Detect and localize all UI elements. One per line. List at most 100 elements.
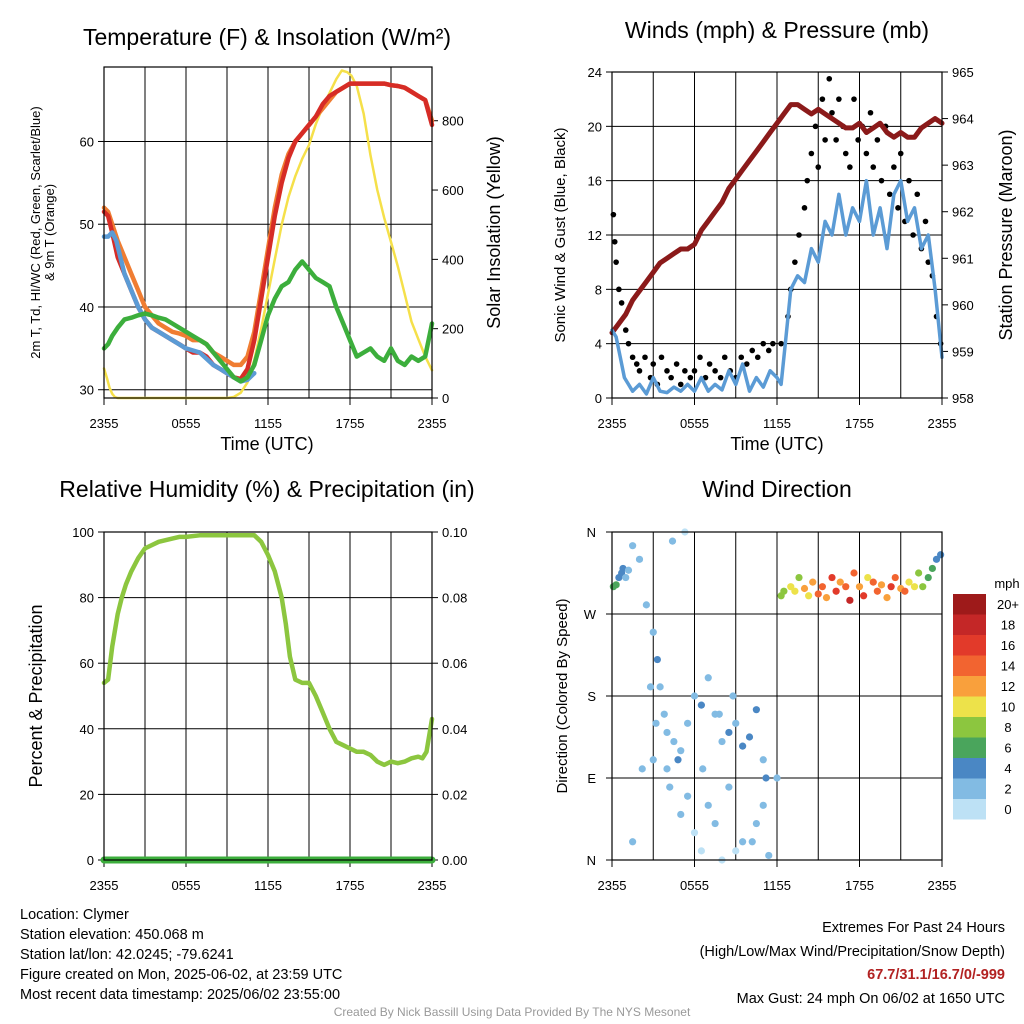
direction-point	[828, 573, 836, 582]
direction-point	[773, 774, 781, 782]
direction-point	[649, 756, 657, 764]
gust-point	[867, 109, 874, 116]
y-tick-label: 16	[588, 174, 602, 189]
y-axis-label: Direction (Colored By Speed)	[554, 598, 571, 793]
x-tick-label: 1755	[336, 416, 365, 431]
y2-tick-label: 0.04	[442, 722, 467, 737]
x-axis-label: Time (UTC)	[730, 434, 823, 454]
y-tick-label: 50	[80, 217, 94, 232]
direction-point	[690, 692, 699, 700]
y-tick-label: 24	[588, 65, 602, 80]
station-info: Location: Clymer Station elevation: 450.…	[20, 905, 342, 1005]
legend-label: 6	[1004, 741, 1011, 756]
direction-point	[887, 583, 895, 591]
direction-point	[883, 594, 891, 602]
direction-point	[846, 596, 854, 604]
direction-point	[663, 728, 671, 737]
y2-tick-label: 0.00	[442, 853, 467, 868]
gust-point	[910, 232, 916, 238]
direction-point	[832, 587, 840, 595]
direction-point	[842, 583, 850, 591]
y2-tick-label: 0.08	[442, 591, 467, 606]
x-tick-label: 1155	[254, 416, 282, 431]
x-tick-label: 1755	[336, 878, 365, 893]
y-axis-label: 2m T, Td, HI/WC (Red, Green, Scarlet/Blu…	[28, 106, 43, 358]
legend-swatch	[953, 799, 986, 820]
direction-point	[725, 783, 733, 791]
x-axis-label: Time (UTC)	[220, 434, 313, 454]
gust-point	[778, 340, 784, 347]
x-tick-label: 2355	[598, 878, 627, 893]
x-tick-label: 0555	[172, 878, 201, 893]
gust-point	[658, 354, 665, 361]
direction-point	[818, 583, 826, 591]
gust-point	[801, 205, 808, 211]
gust-point	[712, 368, 718, 374]
direction-point	[666, 783, 674, 791]
gust-point	[812, 123, 819, 130]
gust-point	[847, 164, 853, 170]
gust-point	[629, 354, 636, 361]
direction-point	[660, 710, 668, 718]
x-tick-label: 2355	[928, 416, 957, 431]
gust-point	[833, 137, 839, 143]
direction-point	[905, 578, 913, 586]
gust-point	[636, 368, 643, 374]
speed-legend: mph 20+ 18 16 14 12 10 8 6 4 2 0	[953, 576, 1020, 820]
direction-point	[656, 683, 664, 691]
y2-axis-label: Station Pressure (Maroon)	[996, 129, 1016, 340]
direction-point	[800, 584, 809, 593]
direction-point	[752, 706, 760, 714]
x-tick-label: 0555	[680, 416, 709, 431]
gust-point	[613, 259, 619, 265]
gust-point	[842, 150, 849, 157]
y-axis-label: Percent & Precipitation	[26, 604, 46, 787]
y-tick-label: 4	[595, 337, 602, 352]
direction-point	[622, 573, 630, 582]
legend-label: 20+	[997, 597, 1019, 612]
credit-text: Created By Nick Bassill Using Data Provi…	[333, 1005, 691, 1019]
y2-tick-label: 0	[442, 391, 449, 406]
y-tick-label: E	[587, 771, 596, 786]
gust-point	[682, 368, 688, 374]
gust-point	[611, 238, 618, 245]
direction-point	[805, 592, 813, 600]
y-tick-label: 60	[80, 134, 94, 149]
legend-label: 4	[1004, 761, 1011, 776]
gust-point	[738, 354, 745, 361]
y2-tick-label: 400	[442, 252, 464, 267]
x-tick-label: 2355	[418, 878, 447, 893]
gust-point	[760, 340, 767, 347]
legend-label: 12	[1001, 679, 1015, 694]
y-axis-label: Sonic Wind & Gust (Blue, Black)	[552, 127, 569, 342]
x-tick-label: 1755	[845, 416, 874, 431]
gust-point	[618, 300, 625, 306]
gust-point	[815, 164, 822, 170]
y-tick-label: N	[587, 853, 596, 868]
legend-swatch	[953, 635, 986, 656]
x-tick-label: 0555	[680, 878, 709, 893]
direction-point	[668, 537, 677, 545]
direction-point	[809, 578, 817, 586]
gust-point	[855, 137, 861, 143]
direction-point	[699, 765, 707, 773]
y2-axis-label: Solar Insolation (Yellow)	[484, 136, 504, 328]
direction-point	[697, 847, 705, 855]
max-gust-text: Max Gust: 24 mph On 06/02 at 1650 UTC	[736, 990, 1005, 1007]
x-tick-label: 2355	[90, 878, 119, 893]
y-tick-label: 20	[588, 119, 602, 134]
y2-tick-label: 961	[952, 251, 974, 266]
direction-point	[780, 587, 788, 595]
direction-point	[677, 810, 685, 819]
gust-point	[616, 286, 622, 293]
direction-point	[684, 792, 692, 800]
legend-swatch	[953, 676, 986, 697]
y-tick-label: 100	[72, 525, 94, 540]
direction-point	[638, 765, 646, 773]
direction-point	[642, 601, 650, 609]
chart-dir: 2355 0555 1155 1755 2355 Wind Direction N E S W N D…	[554, 476, 1020, 893]
direction-point	[612, 581, 620, 589]
gust-point	[914, 191, 921, 198]
chart-rh: 2355 0555 1155 1755 2355 Relative Humidity (%…	[26, 476, 475, 893]
x-tick-label: 2355	[928, 878, 957, 893]
